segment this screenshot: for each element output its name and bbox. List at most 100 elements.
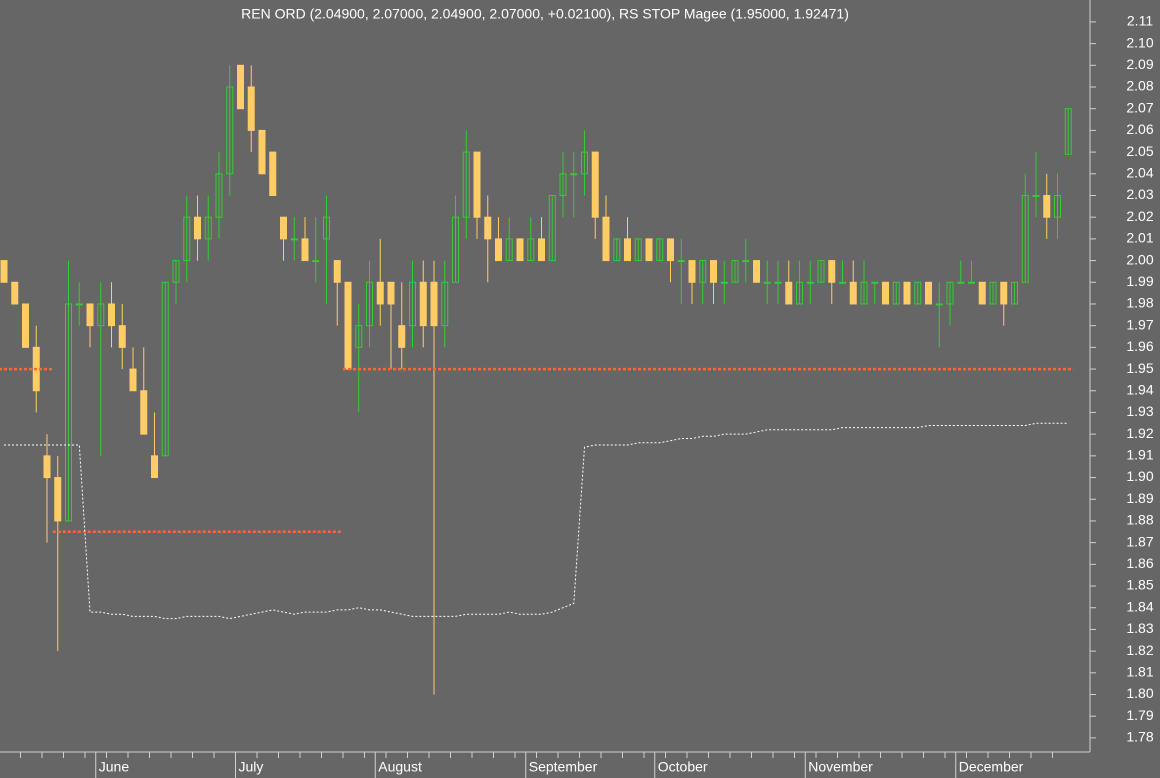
y-tick-label: 1.92 — [1126, 425, 1153, 441]
candle-body — [280, 216, 287, 240]
y-tick-label: 1.90 — [1126, 468, 1153, 484]
candle-body — [1043, 194, 1051, 218]
y-tick-label: 1.89 — [1126, 490, 1153, 506]
y-tick-label: 2.11 — [1127, 13, 1153, 29]
candle-body — [785, 281, 793, 305]
candle-body — [387, 281, 395, 305]
y-tick-label: 1.82 — [1126, 642, 1153, 658]
x-tick-label: July — [239, 759, 264, 775]
candle-body — [871, 281, 879, 284]
x-tick-label: September — [529, 759, 598, 775]
candle-body — [97, 303, 105, 327]
candle-body — [849, 281, 857, 305]
candle-body — [65, 303, 72, 522]
y-tick-label: 2.08 — [1126, 78, 1153, 94]
candle-body — [613, 238, 621, 262]
x-tick-label: November — [808, 759, 873, 775]
candle-body — [398, 325, 406, 348]
y-tick-label: 1.86 — [1126, 555, 1153, 571]
candle-body — [344, 281, 352, 370]
candle-body — [624, 238, 631, 262]
y-tick-label: 1.93 — [1126, 403, 1153, 419]
candle-body — [989, 281, 997, 305]
y-tick-label: 1.81 — [1126, 664, 1153, 680]
candle-body — [731, 260, 739, 283]
candle-body — [903, 281, 911, 305]
candle-body — [570, 173, 578, 176]
candle-body — [516, 238, 524, 262]
candle-body — [204, 216, 212, 240]
candle-body — [75, 303, 83, 306]
candle-body — [806, 281, 814, 284]
candle-body — [301, 238, 309, 262]
candle-body — [656, 238, 664, 262]
candle-body — [1064, 108, 1072, 155]
candle-body — [118, 325, 126, 348]
candle-body — [419, 281, 427, 327]
candle-body — [312, 260, 320, 263]
x-tick-label: October — [658, 759, 708, 775]
candle-body — [602, 216, 610, 262]
candle-body — [441, 281, 449, 327]
candle-body — [194, 216, 201, 240]
candle-body — [968, 281, 975, 284]
candle-body — [430, 281, 438, 327]
y-tick-label: 1.96 — [1126, 338, 1153, 354]
y-tick-label: 1.97 — [1126, 316, 1153, 332]
y-tick-label: 2.05 — [1126, 143, 1153, 159]
y-tick-label: 2.04 — [1126, 164, 1153, 180]
candle-body — [258, 129, 266, 175]
candle-body — [763, 281, 771, 284]
y-tick-label: 1.87 — [1126, 533, 1153, 549]
candle-body — [269, 151, 277, 196]
candle-body — [505, 238, 513, 262]
candle-body — [43, 455, 51, 479]
candle-body — [720, 281, 728, 284]
y-tick-label: 1.85 — [1126, 577, 1153, 593]
candle-body — [1000, 281, 1008, 305]
candle-body — [688, 260, 696, 283]
candle-body — [978, 281, 986, 305]
candle-body — [645, 238, 653, 262]
y-tick-label: 2.06 — [1126, 121, 1153, 137]
y-tick-label: 1.88 — [1126, 512, 1153, 528]
candle-body — [892, 281, 900, 305]
y-tick-label: 1.79 — [1126, 707, 1153, 723]
candle-body — [1032, 194, 1040, 197]
y-tick-label: 1.91 — [1126, 447, 1153, 463]
candle-body — [882, 281, 889, 305]
candle-body — [677, 260, 685, 263]
candle-body — [946, 281, 954, 305]
y-tick-label: 2.10 — [1126, 34, 1153, 50]
candle-body — [462, 151, 470, 218]
y-tick-label: 2.02 — [1126, 208, 1153, 224]
candle-body — [22, 303, 29, 348]
candle-body — [409, 281, 416, 327]
candle-body — [366, 281, 373, 327]
candle-body — [452, 216, 459, 283]
candle-body — [333, 260, 341, 283]
y-tick-label: 2.07 — [1126, 99, 1153, 115]
candle-body — [11, 281, 19, 305]
candle-body — [634, 238, 642, 262]
candle-body — [1054, 194, 1061, 218]
x-tick-label: August — [378, 759, 422, 775]
candle-body — [237, 64, 244, 110]
y-tick-label: 2.03 — [1126, 186, 1153, 202]
candle-body — [796, 281, 803, 305]
candle-body — [323, 216, 330, 240]
candle-body — [839, 281, 846, 284]
y-tick-label: 1.94 — [1126, 381, 1153, 397]
candle-body — [817, 260, 825, 283]
candle-body — [699, 260, 707, 283]
candle-body — [215, 173, 223, 218]
y-tick-label: 1.78 — [1126, 729, 1153, 745]
candle-body — [559, 173, 567, 196]
candle-body — [591, 151, 599, 218]
candle-body — [495, 238, 502, 262]
y-tick-label: 2.09 — [1126, 56, 1153, 72]
candle-body — [935, 303, 943, 306]
